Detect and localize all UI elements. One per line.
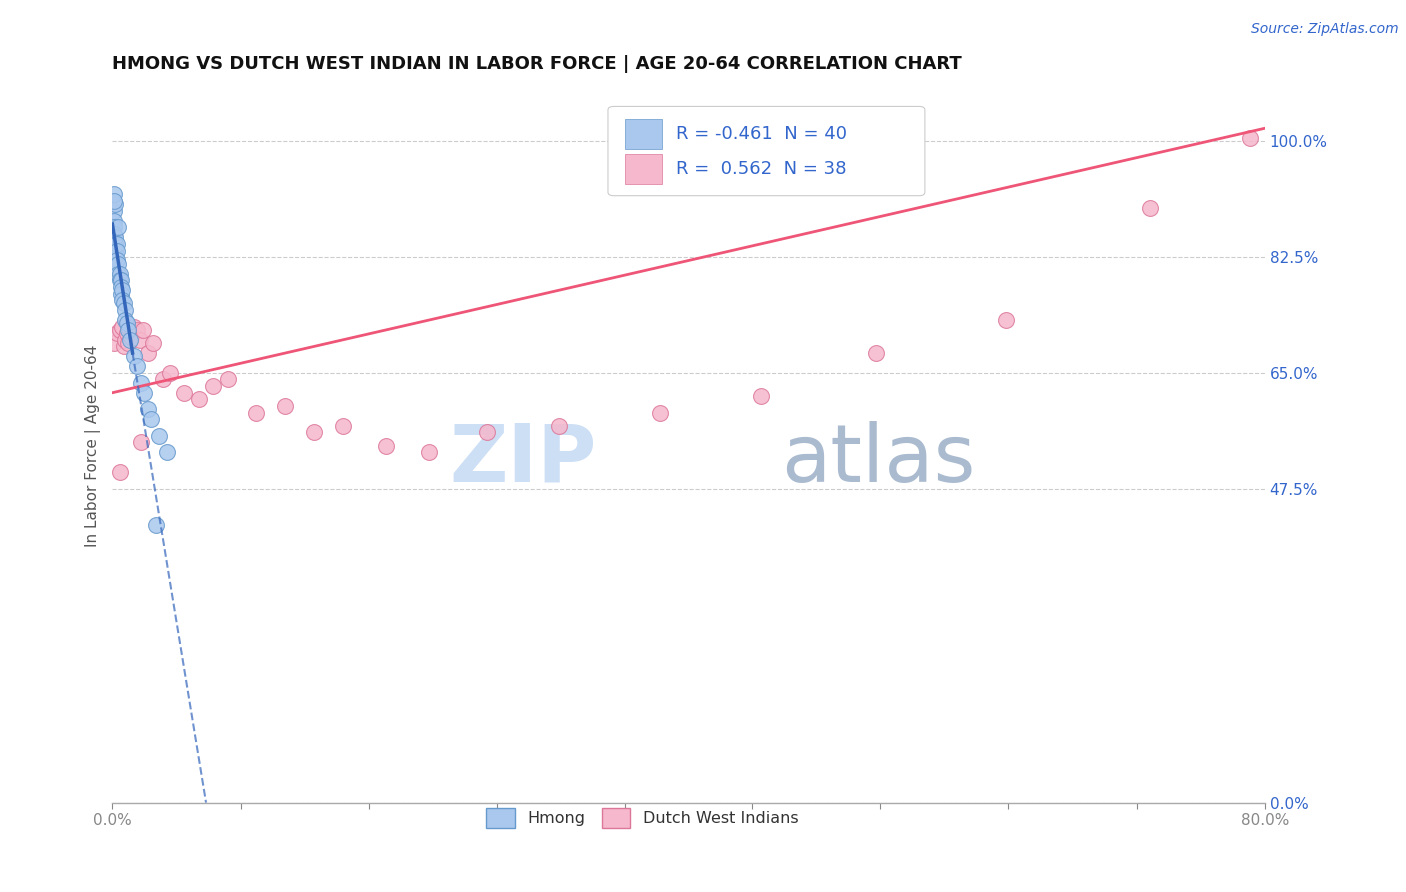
Point (112, 339, 135, 353)
Point (120, 329, 142, 343)
Point (108, 323, 131, 337)
Point (129, 376, 152, 390)
Point (104, 197, 127, 211)
Point (105, 326, 128, 341)
Point (103, 187, 125, 202)
Point (111, 293, 134, 307)
Point (104, 244, 127, 258)
Point (103, 220, 125, 235)
Point (115, 316, 138, 330)
Point (117, 323, 139, 337)
Text: R = -0.461  N = 40: R = -0.461 N = 40 (676, 125, 846, 144)
Y-axis label: In Labor Force | Age 20-64: In Labor Force | Age 20-64 (86, 344, 101, 547)
Point (117, 336, 139, 351)
Point (131, 323, 153, 337)
Point (217, 372, 239, 386)
Point (115, 326, 138, 341)
Point (104, 236, 127, 251)
Point (105, 244, 128, 258)
Point (865, 346, 887, 360)
Point (274, 399, 297, 413)
Point (141, 412, 163, 426)
Point (138, 402, 160, 417)
Point (128, 333, 150, 347)
Point (104, 230, 127, 244)
Point (111, 283, 134, 297)
FancyBboxPatch shape (626, 153, 662, 184)
Point (114, 303, 136, 318)
Legend: Hmong, Dutch West Indians: Hmong, Dutch West Indians (479, 802, 806, 834)
Point (132, 385, 155, 400)
Point (110, 273, 132, 287)
Text: atlas: atlas (780, 421, 976, 499)
Point (125, 323, 148, 337)
Point (749, 389, 772, 403)
Point (145, 517, 167, 532)
FancyBboxPatch shape (626, 120, 662, 149)
Point (302, 425, 325, 440)
Point (107, 220, 129, 235)
Point (142, 336, 165, 351)
Point (548, 418, 571, 433)
Point (114, 333, 136, 347)
Point (103, 203, 125, 218)
Point (138, 346, 160, 360)
Point (129, 435, 152, 450)
Point (202, 379, 225, 393)
Point (332, 418, 354, 433)
Point (125, 359, 148, 374)
Point (110, 280, 132, 294)
Point (108, 267, 131, 281)
Point (152, 372, 174, 386)
Point (105, 253, 128, 268)
Point (118, 333, 141, 347)
Point (159, 366, 181, 380)
FancyBboxPatch shape (607, 106, 925, 195)
Point (156, 445, 179, 459)
Point (108, 273, 131, 287)
Point (105, 236, 128, 251)
Point (994, 313, 1017, 327)
Point (245, 405, 267, 419)
Point (103, 234, 125, 248)
Point (103, 214, 125, 228)
Point (148, 428, 170, 442)
Point (112, 296, 135, 310)
Point (173, 385, 195, 400)
Point (114, 313, 136, 327)
Point (375, 439, 398, 453)
Text: Source: ZipAtlas.com: Source: ZipAtlas.com (1251, 22, 1399, 37)
Point (103, 194, 125, 208)
Point (104, 250, 127, 264)
Point (107, 257, 129, 271)
Point (111, 319, 134, 334)
Point (648, 405, 671, 419)
Point (107, 267, 129, 281)
Point (108, 465, 131, 479)
Point (103, 227, 125, 241)
Text: HMONG VS DUTCH WEST INDIAN IN LABOR FORCE | AGE 20-64 CORRELATION CHART: HMONG VS DUTCH WEST INDIAN IN LABOR FORC… (112, 55, 962, 73)
Point (118, 323, 141, 337)
Text: R =  0.562  N = 38: R = 0.562 N = 38 (676, 160, 846, 178)
Point (122, 349, 145, 363)
Point (103, 336, 125, 351)
Point (1139, 201, 1161, 215)
Point (418, 445, 440, 459)
Point (187, 392, 209, 407)
Text: ZIP: ZIP (449, 421, 596, 499)
Point (1239, 131, 1261, 145)
Point (122, 319, 145, 334)
Point (475, 425, 498, 440)
Point (110, 286, 132, 301)
